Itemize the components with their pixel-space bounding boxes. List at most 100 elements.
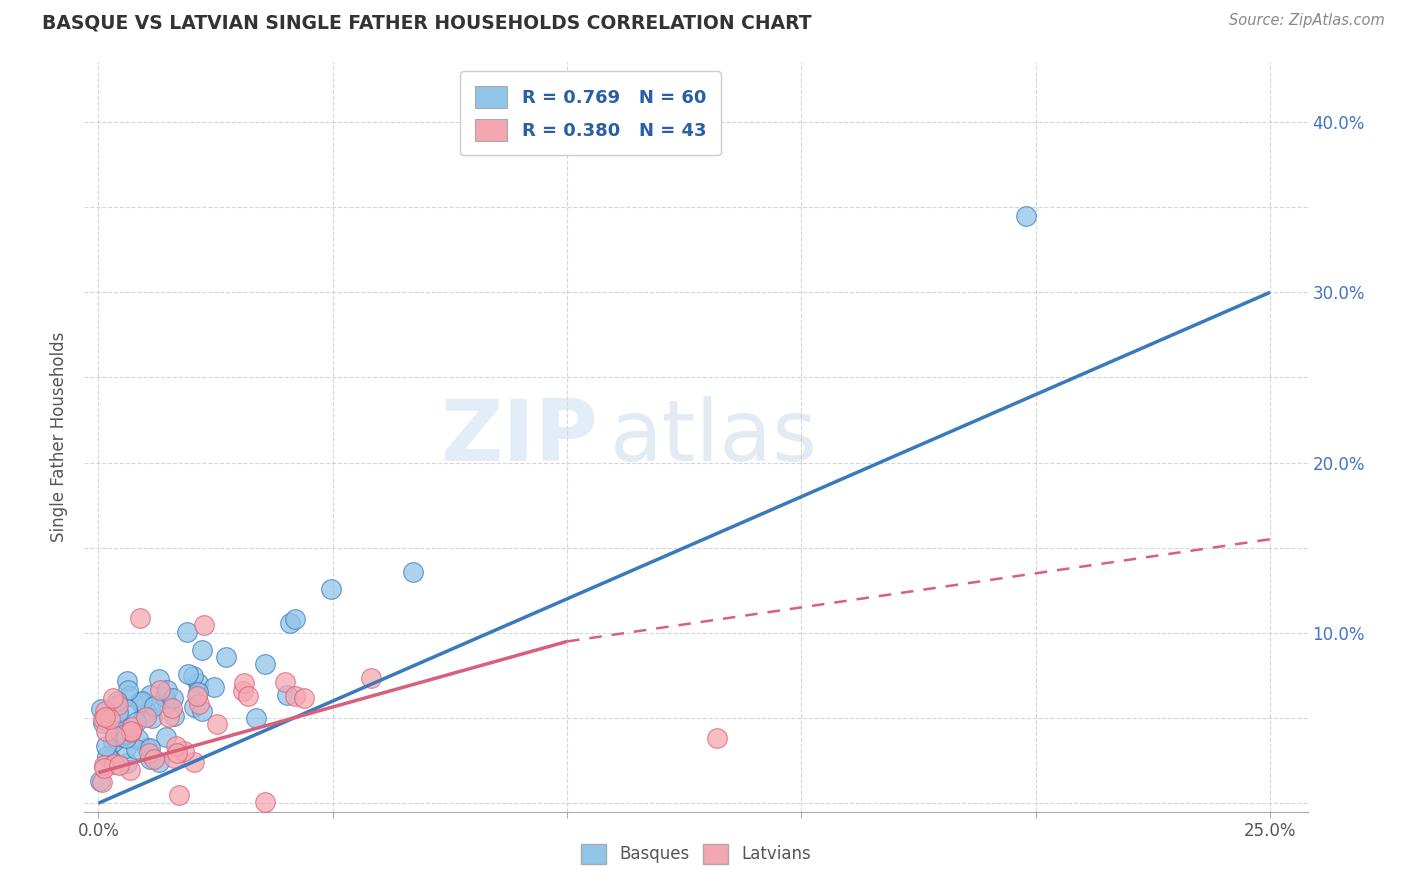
Point <box>202 680 225 694</box>
Point <box>143 698 166 713</box>
Point <box>117 682 139 697</box>
Point <box>160 701 183 715</box>
Point <box>278 616 301 631</box>
Point <box>155 730 177 744</box>
Point <box>173 744 195 758</box>
Point <box>131 694 153 708</box>
Point <box>236 689 259 703</box>
Point <box>167 789 190 803</box>
Point <box>162 751 184 765</box>
Point <box>166 746 188 760</box>
Point <box>139 751 162 765</box>
Point <box>233 676 256 690</box>
Point <box>148 672 170 686</box>
Text: atlas: atlas <box>610 395 818 479</box>
Point <box>98 752 121 766</box>
Point <box>319 582 342 596</box>
Point <box>94 704 117 718</box>
Point <box>156 683 179 698</box>
Point <box>142 752 165 766</box>
Point <box>114 727 136 741</box>
Point <box>245 711 267 725</box>
Point <box>112 722 135 736</box>
Point <box>254 795 277 809</box>
Point <box>91 716 114 731</box>
Point <box>94 710 117 724</box>
Point <box>163 709 186 723</box>
Text: ZIP: ZIP <box>440 395 598 479</box>
Point <box>89 774 111 789</box>
Point <box>292 690 315 705</box>
Point <box>276 688 298 702</box>
Point <box>96 723 118 738</box>
Point <box>132 706 155 721</box>
Point <box>93 762 115 776</box>
Point <box>274 675 297 690</box>
Point <box>120 724 142 739</box>
Point <box>186 690 208 704</box>
Point <box>115 674 138 689</box>
Point <box>118 763 141 777</box>
Point <box>107 731 129 745</box>
Text: Source: ZipAtlas.com: Source: ZipAtlas.com <box>1229 13 1385 29</box>
Point <box>104 729 127 743</box>
Point <box>101 735 124 749</box>
Point <box>108 730 131 744</box>
Point <box>127 732 149 747</box>
Point <box>136 741 159 756</box>
Point <box>215 650 238 665</box>
Point <box>153 690 176 704</box>
Point <box>181 669 204 683</box>
Point <box>187 698 209 712</box>
Point <box>115 702 138 716</box>
Point <box>187 676 209 690</box>
Point <box>101 691 124 706</box>
Point <box>118 689 141 703</box>
Point <box>91 774 114 789</box>
Point <box>128 695 150 709</box>
Point <box>157 709 180 723</box>
Point <box>94 739 117 754</box>
Point <box>191 643 214 657</box>
Point <box>90 702 112 716</box>
Point <box>125 742 148 756</box>
Point <box>177 667 200 681</box>
Point <box>139 688 162 702</box>
Point <box>193 618 215 632</box>
Point <box>93 712 115 726</box>
Point <box>1015 209 1038 223</box>
Point <box>136 705 159 719</box>
Point <box>148 755 170 769</box>
Point <box>205 717 228 731</box>
Point <box>108 758 131 772</box>
Point <box>121 720 143 734</box>
Point <box>232 684 254 698</box>
Point <box>253 657 276 671</box>
Point <box>284 689 307 703</box>
Point <box>115 741 138 756</box>
Point <box>135 710 157 724</box>
Point <box>129 610 152 624</box>
Point <box>402 565 425 579</box>
Point <box>156 696 179 710</box>
Point <box>186 684 208 698</box>
Point <box>191 704 214 718</box>
Point <box>93 758 115 772</box>
Point <box>107 706 129 720</box>
Point <box>706 731 728 746</box>
Point <box>360 671 382 685</box>
Point <box>176 624 198 639</box>
Text: BASQUE VS LATVIAN SINGLE FATHER HOUSEHOLDS CORRELATION CHART: BASQUE VS LATVIAN SINGLE FATHER HOUSEHOL… <box>42 13 811 32</box>
Point <box>105 693 128 707</box>
Point <box>183 755 205 769</box>
Point <box>108 724 131 739</box>
Point <box>149 683 172 698</box>
Point <box>103 756 125 771</box>
Point <box>125 715 148 730</box>
Point <box>115 731 138 746</box>
Legend: Basques, Latvians: Basques, Latvians <box>574 838 818 871</box>
Point <box>138 746 160 760</box>
Point <box>162 691 184 706</box>
Point <box>284 612 307 626</box>
Point <box>165 739 187 753</box>
